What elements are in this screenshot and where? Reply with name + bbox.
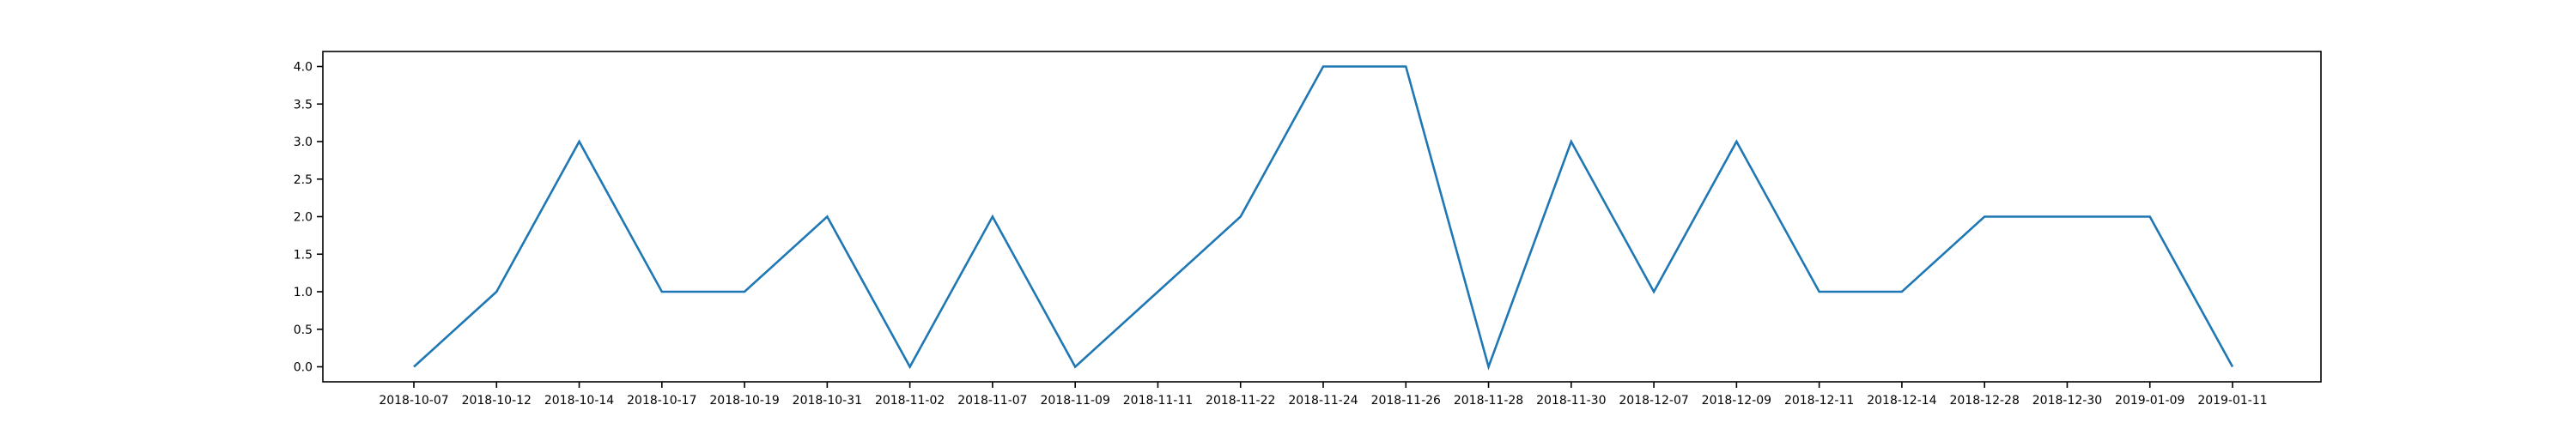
x-tick-label-0: 2018-10-07: [379, 394, 448, 408]
y-tick-label-4: 2.0: [294, 211, 313, 225]
y-axis: 0.0 0.5 1.0 1.5 2.0 2.5 3.0 3.5 4.0: [294, 61, 323, 375]
x-tick-label-10: 2018-11-22: [1206, 394, 1275, 408]
x-tick-label-13: 2018-11-28: [1454, 394, 1523, 408]
series-layer: [413, 65, 2234, 371]
x-tick-label-12: 2018-11-26: [1371, 394, 1441, 408]
x-tick-label-17: 2018-12-11: [1784, 394, 1854, 408]
x-tick-label-20: 2018-12-30: [2032, 394, 2102, 408]
x-tick-label-5: 2018-10-31: [793, 394, 862, 408]
x-tick-label-15: 2018-12-07: [1619, 394, 1688, 408]
x-tick-label-16: 2018-12-09: [1702, 394, 1771, 408]
x-tick-label-6: 2018-11-02: [875, 394, 945, 408]
x-tick-label-14: 2018-11-30: [1536, 394, 1606, 408]
x-tick-label-22: 2019-01-11: [2197, 394, 2267, 408]
y-tick-label-8: 4.0: [294, 61, 313, 75]
plot-frame: [322, 51, 2322, 383]
x-axis: 2018-10-07 2018-10-12 2018-10-14 2018-10-17…: [379, 382, 2268, 408]
x-tick-label-1: 2018-10-12: [462, 394, 532, 408]
x-tick-label-2: 2018-10-14: [544, 394, 614, 408]
y-tick-label-3: 1.5: [294, 248, 313, 262]
x-tick-label-11: 2018-11-24: [1288, 394, 1358, 408]
x-tick-label-21: 2019-01-09: [2115, 394, 2184, 408]
x-tick-label-8: 2018-11-09: [1040, 394, 1109, 408]
x-tick-label-18: 2018-12-14: [1867, 394, 1936, 408]
x-tick-label-9: 2018-11-11: [1123, 394, 1193, 408]
y-tick-label-1: 0.5: [294, 323, 313, 337]
x-tick-label-4: 2018-10-19: [709, 394, 779, 408]
y-tick-label-0: 0.0: [294, 361, 313, 375]
y-tick-label-6: 3.0: [294, 136, 313, 149]
y-tick-label-7: 3.5: [294, 98, 313, 112]
y-tick-label-5: 2.5: [294, 173, 313, 187]
x-tick-label-7: 2018-11-07: [957, 394, 1027, 408]
x-tick-label-19: 2018-12-28: [1949, 394, 2019, 408]
y-tick-label-2: 1.0: [294, 286, 313, 299]
series-line-0: [413, 65, 2234, 371]
x-tick-label-3: 2018-10-17: [627, 394, 696, 408]
